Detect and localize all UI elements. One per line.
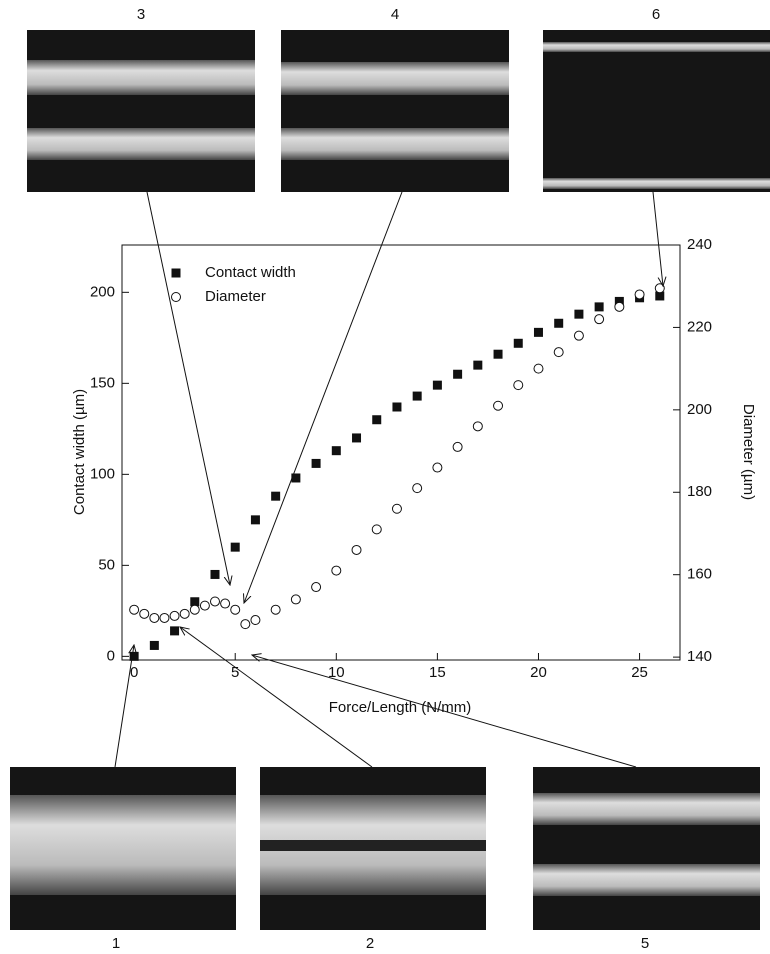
y-tick-label: 100 <box>90 465 115 482</box>
x-tick-label: 0 <box>130 664 138 681</box>
x-tick-label: 10 <box>328 664 345 681</box>
panel-6 <box>543 30 770 192</box>
data-point <box>220 598 231 609</box>
data-point <box>594 314 605 325</box>
data-point <box>473 360 483 370</box>
legend-label: Diameter <box>205 288 266 305</box>
data-point <box>190 597 200 607</box>
data-point <box>210 596 220 607</box>
data-point <box>170 626 180 636</box>
panel-label: 4 <box>391 6 399 23</box>
legend-label: Contact width <box>205 264 296 281</box>
x-axis-title: Force/Length (N/mm) <box>329 699 472 716</box>
panel-label: 6 <box>652 6 660 23</box>
data-point <box>351 544 362 555</box>
legend-marker <box>171 292 181 302</box>
y-axis-title: Contact width (µm) <box>71 389 88 515</box>
y-tick-label: 150 <box>90 374 115 391</box>
data-point <box>159 612 170 623</box>
data-point <box>230 604 241 615</box>
data-point <box>472 421 483 432</box>
data-point <box>493 400 504 411</box>
micrographs <box>10 30 770 930</box>
data-point <box>371 524 382 535</box>
data-point <box>311 458 321 468</box>
y-tick-label: 50 <box>98 556 115 573</box>
data-point <box>179 608 190 619</box>
panel-label: 2 <box>366 935 374 952</box>
data-point <box>614 301 625 312</box>
data-point <box>210 569 220 579</box>
x-tick-label: 25 <box>631 664 648 681</box>
y2-axis-title: Diameter (µm) <box>740 404 757 500</box>
panel-4 <box>281 30 509 192</box>
data-point <box>533 327 543 337</box>
panel-label: 1 <box>112 935 120 952</box>
data-point <box>149 640 159 650</box>
data-point <box>331 565 342 576</box>
panel-label: 3 <box>137 6 145 23</box>
data-point <box>189 604 200 615</box>
data-point <box>412 391 422 401</box>
panel-3 <box>27 30 255 192</box>
data-point <box>372 415 382 425</box>
y-tick-label: 200 <box>90 283 115 300</box>
y2-tick-label: 240 <box>687 236 712 253</box>
data-point <box>392 402 402 412</box>
data-point <box>634 289 645 300</box>
data-point <box>391 503 402 514</box>
data-point <box>553 347 564 358</box>
data-point <box>199 600 210 611</box>
data-point <box>311 582 322 593</box>
plot-frame <box>121 244 681 661</box>
x-tick-label: 20 <box>530 664 547 681</box>
data-point <box>250 515 260 525</box>
panel-5 <box>533 767 760 930</box>
data-point <box>129 604 140 615</box>
data-point <box>573 330 584 341</box>
data-point <box>513 380 524 391</box>
data-point <box>412 483 423 494</box>
x-tick-label: 5 <box>231 664 239 681</box>
data-point <box>169 610 180 621</box>
data-point <box>594 302 604 312</box>
y2-tick-label: 140 <box>687 648 712 665</box>
data-point <box>493 349 503 359</box>
data-point <box>452 441 463 452</box>
data-point <box>290 594 301 605</box>
data-point <box>139 608 150 619</box>
y-tick-label: 0 <box>107 647 115 664</box>
data-point <box>554 318 564 328</box>
data-point <box>432 462 443 473</box>
y2-tick-label: 160 <box>687 566 712 583</box>
arrows <box>114 191 663 768</box>
data-point <box>250 615 261 626</box>
data-point <box>270 604 281 615</box>
data-point <box>533 363 544 374</box>
data-point <box>352 433 362 443</box>
panel-labels: 3 4 6 1 2 5 <box>112 6 660 952</box>
plot: 0 5 10 15 20 25 0 50 100 150 200 140 160 180 200 220 240… <box>90 236 712 681</box>
data-point <box>513 338 523 348</box>
x-tick-label: 15 <box>429 664 446 681</box>
legend-marker <box>171 268 181 278</box>
data-point <box>240 619 251 630</box>
data-point <box>149 612 160 623</box>
y2-tick-label: 200 <box>687 401 712 418</box>
data-point <box>230 542 240 552</box>
panel-label: 5 <box>641 935 649 952</box>
data-point <box>432 380 442 390</box>
data-point <box>574 309 584 319</box>
y2-tick-label: 220 <box>687 318 712 335</box>
data-point <box>331 446 341 456</box>
data-point <box>271 491 281 501</box>
y2-tick-label: 180 <box>687 483 712 500</box>
data-point <box>453 369 463 379</box>
